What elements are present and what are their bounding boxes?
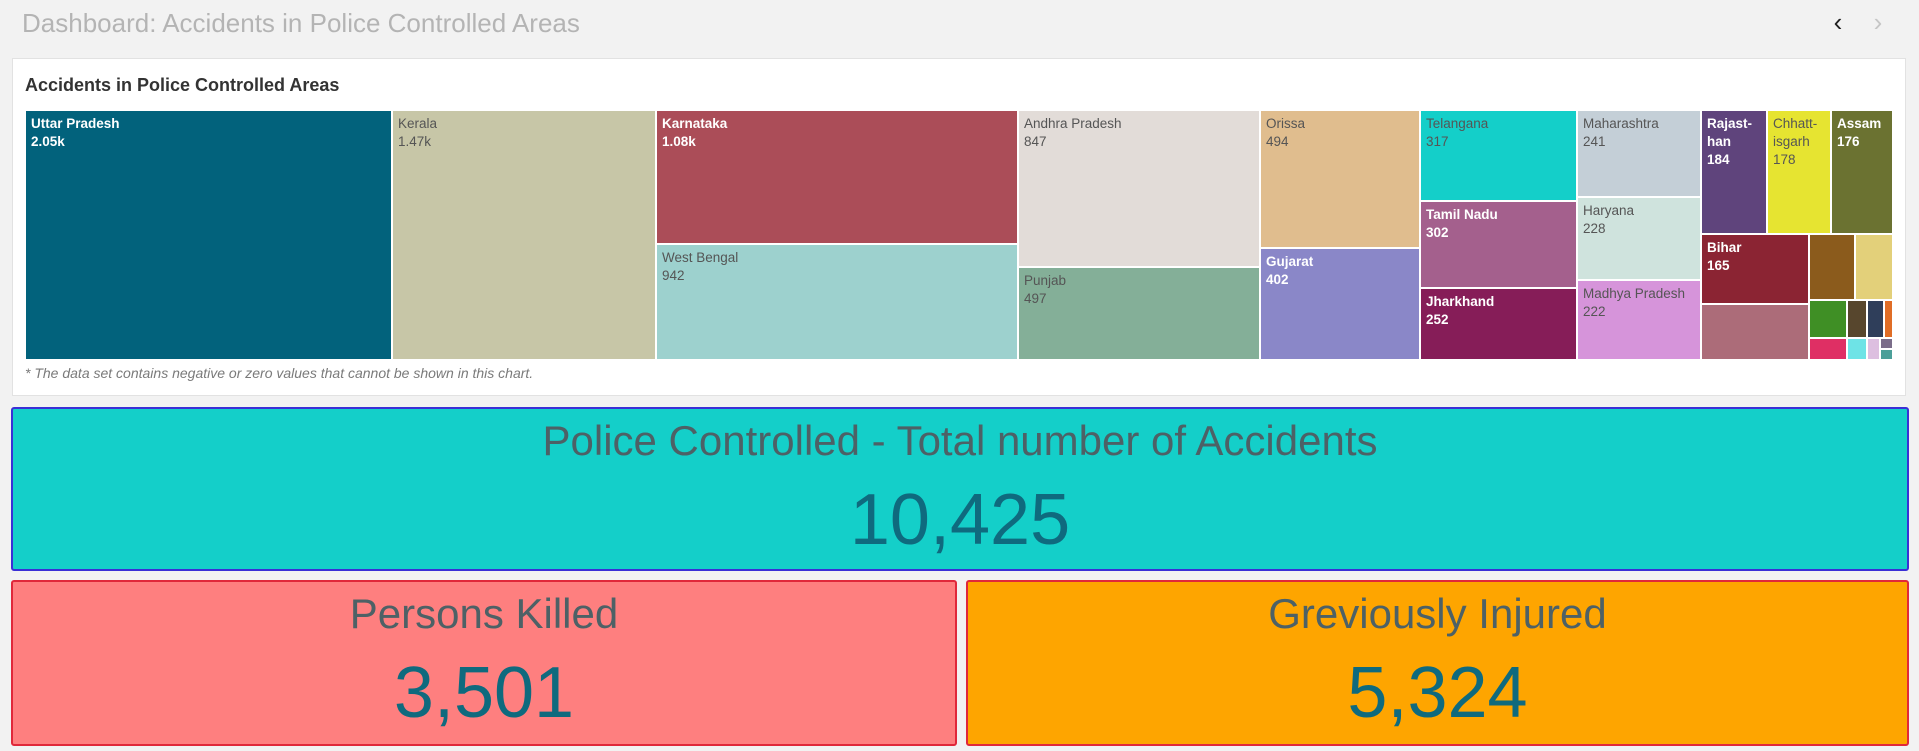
chevron-right-icon[interactable]: › <box>1873 7 1883 37</box>
treemap-tile-jharkhand[interactable]: Jharkhand 252 <box>1421 289 1578 361</box>
treemap-tile-kerala[interactable]: Kerala 1.47k <box>393 111 657 361</box>
treemap-tile-value: 942 <box>662 268 685 283</box>
kpi-killed-label: Persons Killed <box>349 590 619 637</box>
kpi-greviously-injured: Greviously Injured 5,324 <box>966 580 1909 746</box>
treemap-tile-label: Punjab <box>1024 273 1067 288</box>
treemap-tile-value: 184 <box>1707 152 1730 167</box>
chart-title: Accidents in Police Controlled Areas <box>25 75 340 95</box>
treemap-tile-label: Orissa <box>1266 116 1306 131</box>
treemap-tile-gujarat[interactable]: Gujarat 402 <box>1261 249 1421 361</box>
page-title: Dashboard: Accidents in Police Controlle… <box>22 8 580 38</box>
treemap-tile-tamil-nadu[interactable]: Tamil Nadu 302 <box>1421 202 1578 289</box>
treemap-tile-value: 228 <box>1583 221 1606 236</box>
chevron-left-icon[interactable]: ‹ <box>1833 7 1843 37</box>
treemap-tile-bihar[interactable]: Bihar 165 <box>1702 235 1810 305</box>
treemap-tile-value: 402 <box>1266 272 1289 287</box>
treemap-tile-label: Rajast- han <box>1707 116 1753 149</box>
treemap-tile-assam[interactable]: Assam 176 <box>1832 111 1894 235</box>
treemap-tile-label: Maharashtra <box>1583 116 1659 131</box>
treemap-tile-small[interactable] <box>1868 301 1885 339</box>
treemap-tile-label: West Bengal <box>662 250 739 265</box>
kpi-total-value: 10,425 <box>849 480 1071 560</box>
treemap-tile-label: Jharkhand <box>1426 294 1495 309</box>
treemap-tile-karnataka[interactable]: Karnataka 1.08k <box>657 111 1019 245</box>
treemap-tile-value: 2.05k <box>31 134 65 149</box>
treemap-tile-value: 222 <box>1583 304 1606 319</box>
treemap-tile-label: Assam <box>1837 116 1882 131</box>
treemap-tile-label: Kerala <box>398 116 438 131</box>
dashboard-header: Dashboard: Accidents in Police Controlle… <box>0 0 1919 48</box>
treemap-tile-orissa[interactable]: Orissa 494 <box>1261 111 1421 249</box>
treemap-tile-small[interactable] <box>1868 339 1881 361</box>
treemap-tile-haryana[interactable]: Haryana 228 <box>1578 198 1702 281</box>
treemap-tile-small[interactable] <box>1881 350 1894 361</box>
treemap-tile-small[interactable] <box>1885 301 1894 339</box>
treemap-tile-small[interactable] <box>1810 339 1848 361</box>
treemap-tile-uttar-pradesh[interactable]: Uttar Pradesh 2.05k <box>26 111 393 361</box>
treemap-tile-andhra-pradesh[interactable]: Andhra Pradesh 847 <box>1019 111 1261 268</box>
treemap-tile-label: Karnataka <box>662 116 728 131</box>
treemap-tile-value: 317 <box>1426 134 1449 149</box>
treemap-tile-small[interactable] <box>1856 235 1894 301</box>
treemap-tile-value: 494 <box>1266 134 1289 149</box>
treemap-tile-punjab[interactable]: Punjab 497 <box>1019 268 1261 361</box>
treemap-tile-small[interactable] <box>1810 301 1848 339</box>
treemap-chart: Uttar Pradesh 2.05k Kerala 1.47k Karnataka 1.… <box>26 111 1894 361</box>
treemap-tile-small[interactable] <box>1881 339 1894 350</box>
kpi-persons-killed: Persons Killed 3,501 <box>11 580 957 746</box>
treemap-tile-label: Andhra Pradesh <box>1024 116 1122 131</box>
kpi-injured-value: 5,324 <box>1347 653 1528 733</box>
treemap-tile-chhatt-isgarh[interactable]: Chhatt- isgarh 178 <box>1768 111 1832 235</box>
treemap-tile-value: 497 <box>1024 291 1047 306</box>
treemap-tile-value: 252 <box>1426 312 1449 327</box>
treemap-tile-rajast-han[interactable]: Rajast- han 184 <box>1702 111 1768 235</box>
treemap-tile-small[interactable] <box>1848 339 1868 361</box>
treemap-tile-small[interactable] <box>1810 235 1856 301</box>
treemap-tile-label: Chhatt- isgarh <box>1773 116 1818 149</box>
treemap-tile-value: 302 <box>1426 225 1449 240</box>
treemap-tile-value: 1.47k <box>398 134 432 149</box>
treemap-tile-label: Haryana <box>1583 203 1635 218</box>
treemap-tile-value: 178 <box>1773 152 1796 167</box>
treemap-tile-small[interactable] <box>1848 301 1868 339</box>
treemap-tile-label: Uttar Pradesh <box>31 116 120 131</box>
treemap-tile-value: 1.08k <box>662 134 696 149</box>
kpi-injured-label: Greviously Injured <box>1268 590 1607 637</box>
kpi-total-accidents: Police Controlled - Total number of Acci… <box>11 407 1909 571</box>
treemap-tile-label: Tamil Nadu <box>1426 207 1498 222</box>
treemap-tile-maharashtra[interactable]: Maharashtra 241 <box>1578 111 1702 198</box>
treemap-tile-label: Madhya Pradesh <box>1583 286 1686 301</box>
treemap-tile-value: 176 <box>1837 134 1860 149</box>
kpi-killed-value: 3,501 <box>393 653 575 733</box>
treemap-tile-madhya-pradesh[interactable]: Madhya Pradesh 222 <box>1578 281 1702 361</box>
treemap-tile-small[interactable] <box>1702 305 1810 361</box>
treemap-tile-label: Bihar <box>1707 240 1742 255</box>
chart-footnote: * The data set contains negative or zero… <box>25 365 534 381</box>
treemap-tile-value: 241 <box>1583 134 1606 149</box>
treemap-tile-value: 165 <box>1707 258 1730 273</box>
treemap-tile-label: Telangana <box>1426 116 1489 131</box>
treemap-tile-west-bengal[interactable]: West Bengal 942 <box>657 245 1019 361</box>
kpi-total-label: Police Controlled - Total number of Acci… <box>542 417 1378 464</box>
treemap-tile-telangana[interactable]: Telangana 317 <box>1421 111 1578 202</box>
treemap-tile-value: 847 <box>1024 134 1047 149</box>
treemap-panel: Accidents in Police Controlled Areas Utt… <box>12 58 1906 396</box>
treemap-tile-label: Gujarat <box>1266 254 1314 269</box>
